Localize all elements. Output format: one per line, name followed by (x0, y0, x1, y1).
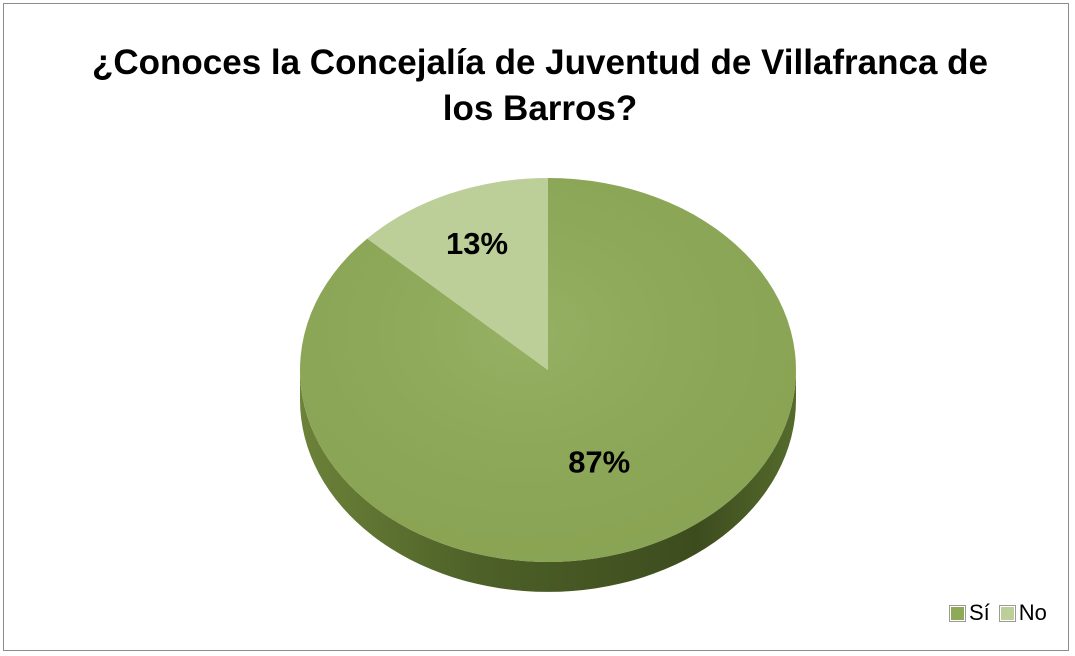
legend-item-si: Sí (949, 600, 990, 626)
chart-title-line-1: ¿Conoces la Concejalía de Juventud de Vi… (91, 43, 989, 82)
data-label-si: 87% (568, 445, 630, 480)
pie-slice-no (367, 178, 548, 370)
chart-title: ¿Conoces la Concejalía de Juventud de Vi… (60, 40, 1020, 132)
legend-swatch-no (998, 604, 1016, 622)
legend-item-no: No (998, 600, 1047, 626)
chart-legend: Sí No (949, 600, 1047, 626)
legend-label-no: No (1018, 600, 1047, 625)
chart-title-line-2: los Barros? (442, 89, 638, 128)
legend-swatch-si (949, 604, 966, 622)
legend-label-si: Sí (969, 600, 990, 625)
pie-side (300, 370, 796, 592)
data-label-no: 13% (446, 226, 508, 261)
